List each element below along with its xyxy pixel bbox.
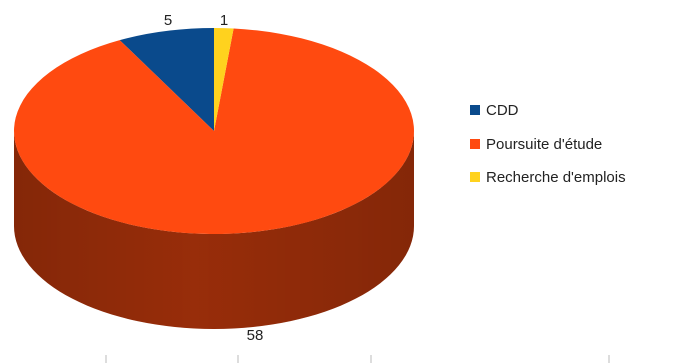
pie-slice-poursuite	[13, 28, 414, 234]
legend: CDD Poursuite d'étude Recherche d'emploi…	[470, 102, 626, 186]
pie-tops	[13, 28, 414, 234]
data-labels: 5 58 1	[164, 12, 264, 344]
legend-label-cdd: CDD	[486, 102, 519, 119]
data-label-cdd: 5	[164, 12, 172, 29]
legend-swatch-cdd	[470, 105, 480, 115]
data-label-poursuite: 58	[247, 327, 264, 344]
legend-swatch-recherche	[470, 172, 480, 182]
legend-label-poursuite: Poursuite d'étude	[486, 136, 602, 153]
baseline-ticks	[105, 355, 610, 363]
pie-side-shade	[14, 131, 414, 329]
pie-slice-cdd	[119, 28, 214, 131]
data-label-recherche: 1	[220, 12, 228, 29]
pie-slice-recherche	[214, 28, 234, 131]
legend-swatch-poursuite	[470, 139, 480, 149]
legend-label-recherche: Recherche d'emplois	[486, 169, 626, 186]
pie-sides	[14, 131, 414, 329]
